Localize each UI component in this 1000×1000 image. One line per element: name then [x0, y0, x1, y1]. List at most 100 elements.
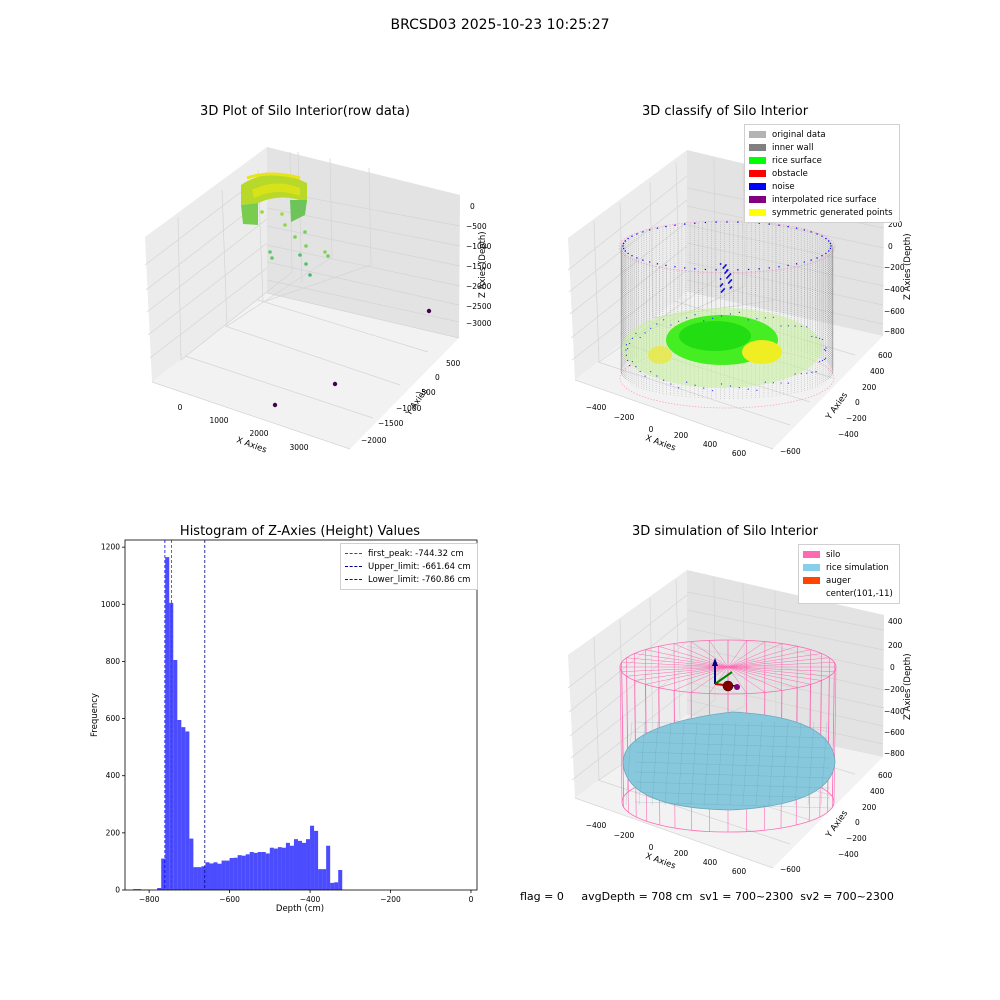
- noise-point: [758, 268, 760, 270]
- plot4-legend: silo rice simulation auger center(101,-1…: [798, 544, 900, 604]
- noise-point: [720, 315, 723, 317]
- silo-roof-wire: [634, 666, 729, 681]
- noise-point: [686, 381, 688, 383]
- mesh-line: [634, 801, 831, 809]
- noise-point: [764, 381, 766, 383]
- noise-point: [803, 229, 805, 231]
- legend-item-rice-simulation: rice simulation: [803, 561, 893, 574]
- silo-roof-wire: [727, 666, 830, 677]
- data-point: [303, 230, 307, 234]
- noise-point: [644, 332, 646, 334]
- histogram-bar: [302, 842, 307, 890]
- histogram-bar: [261, 852, 266, 890]
- x-tick-label: 0: [469, 895, 474, 904]
- noise-point: [729, 385, 732, 387]
- noise-point: [719, 278, 722, 280]
- noise-point: [726, 221, 728, 223]
- mesh-line: [634, 781, 831, 789]
- histogram-bars: [133, 557, 343, 890]
- legend-item-noise: noise: [749, 180, 893, 193]
- noise-point: [635, 332, 637, 334]
- silo-wire: [833, 666, 837, 803]
- plot4-auger-and-center: [712, 658, 740, 692]
- histogram-bar: [237, 855, 242, 890]
- noise-point: [810, 231, 812, 233]
- legend-item-auger: auger: [803, 574, 893, 587]
- mesh-line: [716, 721, 724, 806]
- noise-point: [787, 225, 789, 228]
- noise-point: [794, 373, 796, 375]
- noise-point: [825, 237, 827, 240]
- plot2-legend: original data inner wall rice surface ob…: [744, 124, 900, 223]
- silo-roof-wire: [727, 643, 783, 668]
- noise-point: [683, 223, 686, 225]
- status-flag: flag = 0: [520, 890, 564, 903]
- status-sv1: sv1 = 700~2300: [699, 890, 794, 903]
- noise-point: [768, 267, 771, 269]
- noise-point: [686, 317, 688, 319]
- histogram-bar: [161, 858, 166, 890]
- histogram-bar: [157, 888, 162, 890]
- noise-point: [806, 326, 808, 328]
- plot3-legend: first_peak: -744.32 cm Upper_limit: -661…: [340, 543, 478, 590]
- noise-point: [656, 323, 658, 325]
- silo-roof-wire: [727, 649, 811, 668]
- mesh-line: [690, 721, 698, 806]
- noise-point: [703, 320, 705, 322]
- noise-point: [694, 222, 696, 224]
- legend-item-center: center(101,-11): [826, 588, 893, 599]
- y-tick-label: −200: [846, 834, 867, 843]
- plot2-xlabel: X Axies: [644, 433, 677, 453]
- z-tick-label: −600: [884, 307, 905, 316]
- plot4-canvas: −400−20002004006006004002000−200−400−600…: [567, 570, 913, 876]
- noise-point: [795, 227, 798, 229]
- z-tick-label: −200: [884, 685, 905, 694]
- histogram-bar: [310, 825, 315, 890]
- data-point: [272, 402, 278, 408]
- legend-item-lower-limit: Lower_limit: -760.86 cm: [345, 573, 471, 586]
- noise-point: [622, 247, 625, 250]
- plot1-zlabel: Z Axies (Depth): [478, 231, 488, 298]
- noise-point: [800, 325, 802, 327]
- y-tick-label: 0: [855, 818, 860, 827]
- noise-point: [636, 233, 638, 235]
- noise-point: [663, 319, 665, 321]
- mesh-line: [781, 721, 789, 806]
- silo-roof-wire: [673, 666, 729, 691]
- noise-point: [715, 269, 717, 271]
- x-tick-label: 200: [674, 849, 689, 858]
- x-tick-label: −800: [139, 895, 160, 904]
- histogram-bar: [189, 838, 194, 890]
- z-tick-label: 400: [888, 617, 903, 626]
- histogram-bar: [249, 852, 254, 890]
- y-tick-label: 600: [106, 714, 121, 723]
- histogram-bar: [233, 857, 238, 890]
- noise-point: [650, 327, 652, 329]
- silo-roof-wire: [621, 662, 729, 668]
- y-tick-label: 1000: [101, 600, 120, 609]
- x-tick-label: −200: [614, 413, 635, 422]
- plot3-canvas: −800 −600 −400 −200 0 020040060080010001200 …: [90, 539, 478, 914]
- noise-point: [674, 224, 676, 226]
- y-tick-label: −400: [838, 850, 859, 859]
- noise-point: [787, 325, 789, 327]
- plot1-rim-points: [241, 172, 307, 225]
- mesh-line: [664, 721, 672, 806]
- noise-point: [631, 235, 633, 237]
- mesh-line: [634, 751, 831, 759]
- noise-point: [704, 268, 707, 271]
- noise-point: [670, 324, 672, 326]
- plot1-xlabel: X Axies: [235, 435, 268, 455]
- noise-point: [631, 337, 633, 339]
- silo-roof-wire: [626, 657, 729, 668]
- noise-point: [635, 366, 637, 368]
- status-avg-depth: avgDepth = 708 cm: [581, 890, 693, 903]
- noise-point: [642, 259, 644, 261]
- z-tick-label: 0: [888, 242, 893, 251]
- silo-roof-wire: [727, 662, 835, 668]
- plot4-tick-labels: −400−20002004006006004002000−200−400−600…: [586, 617, 905, 876]
- histogram-bar: [338, 870, 343, 890]
- histogram-xlabel: Depth (cm): [276, 904, 324, 914]
- noise-point: [815, 371, 817, 373]
- z-tick-label: −2500: [466, 302, 492, 311]
